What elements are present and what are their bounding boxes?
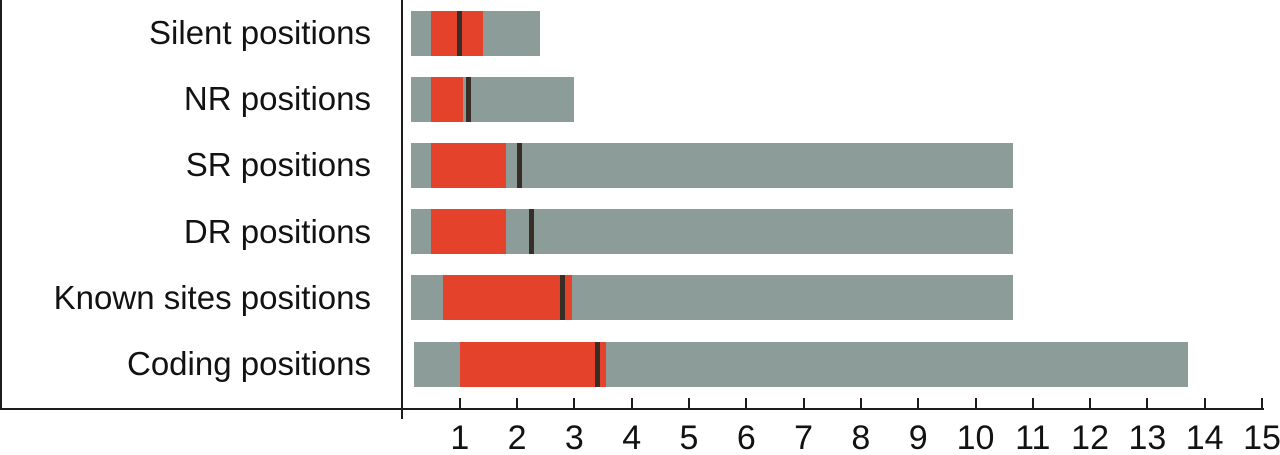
x-tick-label: 7 bbox=[794, 419, 814, 455]
x-axis-line bbox=[0, 408, 1264, 410]
marker-line bbox=[465, 76, 471, 122]
range-bar bbox=[411, 209, 1013, 255]
figure-left-border-line bbox=[0, 0, 2, 409]
inner-box bbox=[431, 142, 506, 188]
x-tick-label: 12 bbox=[1071, 419, 1110, 455]
category-label: NR positions bbox=[183, 80, 371, 118]
x-tick bbox=[1089, 398, 1092, 408]
x-tick-label: 3 bbox=[564, 419, 584, 455]
category-label: Known sites positions bbox=[53, 278, 371, 316]
x-tick-label: 11 bbox=[1015, 419, 1051, 455]
marker-line bbox=[594, 341, 600, 387]
x-tick bbox=[1146, 398, 1149, 408]
x-tick-label: 4 bbox=[622, 419, 642, 455]
x-tick bbox=[1031, 398, 1034, 408]
x-tick-label: 8 bbox=[851, 419, 871, 455]
category-label: DR positions bbox=[183, 212, 371, 250]
x-tick-label: 13 bbox=[1128, 419, 1167, 455]
x-tick bbox=[859, 398, 862, 408]
category-axis-line bbox=[401, 0, 403, 419]
x-tick bbox=[516, 398, 519, 408]
inner-box bbox=[431, 76, 463, 122]
x-tick-label: 2 bbox=[507, 419, 527, 455]
inner-box bbox=[442, 275, 572, 321]
marker-line bbox=[517, 142, 523, 188]
x-tick bbox=[917, 398, 920, 408]
category-label: SR positions bbox=[185, 146, 371, 184]
inner-box bbox=[431, 10, 483, 56]
x-tick bbox=[630, 398, 633, 408]
x-tick bbox=[688, 398, 690, 408]
category-label: Coding positions bbox=[127, 345, 371, 382]
marker-line bbox=[528, 209, 534, 255]
x-tick bbox=[573, 398, 576, 408]
x-tick-label: 14 bbox=[1185, 419, 1224, 455]
inner-box bbox=[459, 341, 606, 387]
marker-line bbox=[457, 10, 463, 56]
x-tick bbox=[745, 398, 748, 408]
x-tick-label: 9 bbox=[908, 419, 928, 455]
x-tick-label: 10 bbox=[956, 419, 995, 455]
x-tick-label: 15 bbox=[1243, 419, 1280, 455]
x-tick-label: 6 bbox=[736, 419, 756, 455]
x-tick bbox=[974, 398, 977, 408]
x-tick bbox=[802, 398, 805, 408]
inner-box bbox=[431, 209, 506, 255]
x-tick-label: 1 bbox=[450, 419, 470, 455]
category-label: Silent positions bbox=[149, 14, 371, 51]
range-bar bbox=[411, 142, 1013, 188]
x-tick bbox=[458, 398, 461, 408]
marker-line bbox=[560, 275, 566, 321]
x-tick bbox=[1203, 398, 1206, 408]
x-tick-label: 5 bbox=[679, 419, 699, 455]
x-tick bbox=[1261, 398, 1263, 408]
